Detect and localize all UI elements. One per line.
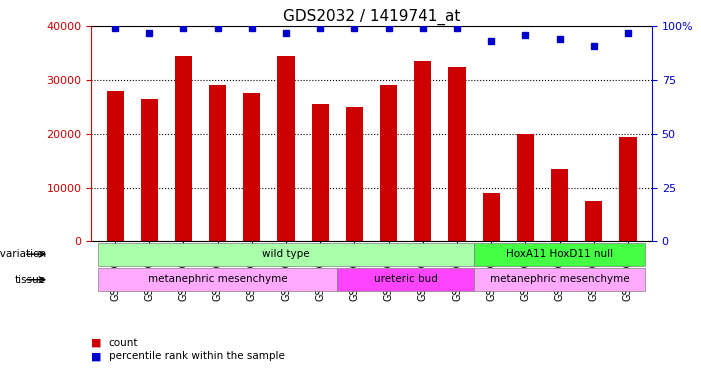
Bar — [175, 56, 192, 242]
Bar — [243, 93, 260, 242]
Bar — [449, 67, 465, 242]
Text: percentile rank within the sample: percentile rank within the sample — [109, 351, 285, 361]
Bar — [517, 134, 534, 242]
Text: HoxA11 HoxD11 null: HoxA11 HoxD11 null — [506, 249, 613, 259]
FancyBboxPatch shape — [98, 243, 474, 266]
Bar — [620, 136, 637, 242]
Bar — [209, 86, 226, 242]
FancyBboxPatch shape — [474, 243, 645, 266]
Text: ■: ■ — [91, 351, 102, 361]
Bar — [141, 99, 158, 242]
Text: metanephric mesenchyme: metanephric mesenchyme — [148, 274, 287, 284]
Title: GDS2032 / 1419741_at: GDS2032 / 1419741_at — [283, 9, 461, 25]
Bar — [380, 86, 397, 242]
FancyBboxPatch shape — [337, 268, 474, 291]
Text: wild type: wild type — [262, 249, 310, 259]
Bar — [585, 201, 602, 242]
Text: metanephric mesenchyme: metanephric mesenchyme — [490, 274, 629, 284]
Bar — [414, 61, 431, 242]
Bar — [483, 193, 500, 242]
Text: count: count — [109, 338, 138, 348]
Bar — [346, 107, 363, 242]
Text: tissue: tissue — [15, 275, 46, 285]
Text: ureteric bud: ureteric bud — [374, 274, 437, 284]
Bar — [107, 91, 123, 242]
FancyBboxPatch shape — [98, 268, 337, 291]
Text: genotype/variation: genotype/variation — [0, 249, 46, 259]
Bar — [551, 169, 568, 242]
Text: ■: ■ — [91, 338, 102, 348]
FancyBboxPatch shape — [474, 268, 645, 291]
Bar — [312, 104, 329, 242]
Bar — [278, 56, 294, 242]
